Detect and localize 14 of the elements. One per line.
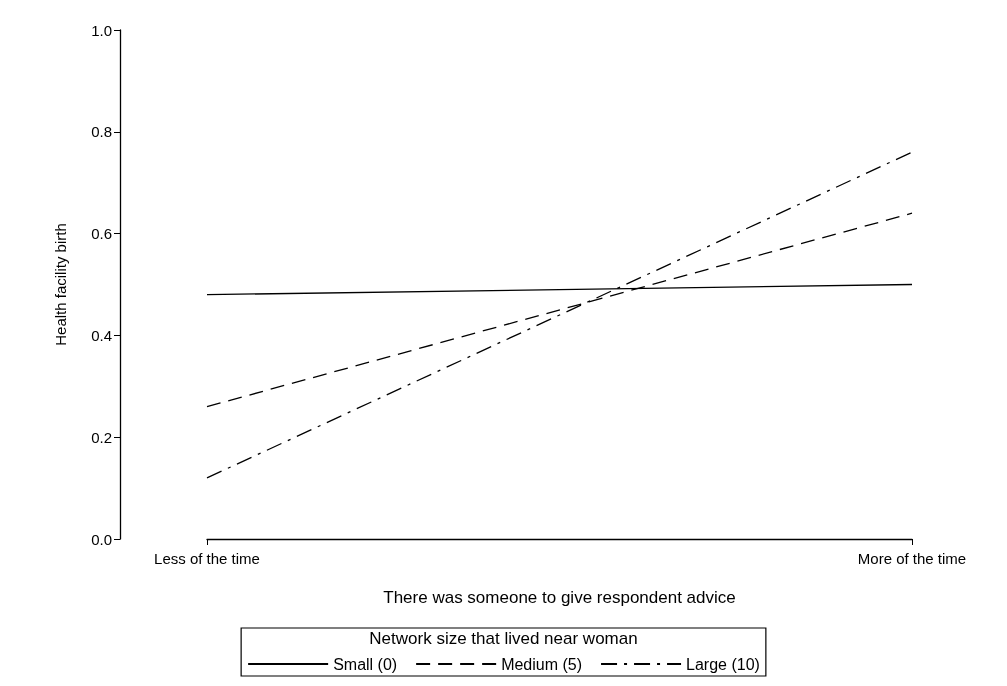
legend-label: Medium (5) <box>501 655 583 673</box>
y-tick-label: 0.8 <box>91 123 112 141</box>
y-tick-label: 0.6 <box>91 225 112 243</box>
y-tick-label: 1.0 <box>91 21 112 39</box>
y-tick-label: 0.0 <box>91 530 112 548</box>
legend-title: Network size that lived near woman <box>369 629 638 648</box>
y-tick-label: 0.2 <box>91 428 112 446</box>
legend-label: Small (0) <box>333 655 398 673</box>
y-axis-title: Health facility birth <box>52 223 69 346</box>
legend-label: Large (10) <box>686 655 760 673</box>
x-tick-label: Less of the time <box>154 550 260 567</box>
x-axis-title: There was someone to give respondent advice <box>383 588 736 607</box>
y-tick-label: 0.4 <box>91 326 112 344</box>
x-tick-label: More of the time <box>857 550 967 567</box>
